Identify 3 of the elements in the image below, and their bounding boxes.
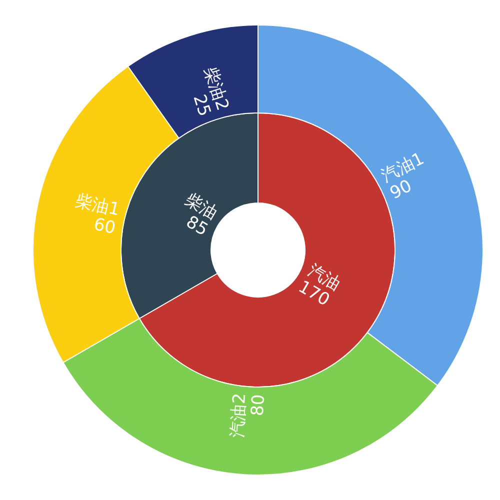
data-label: 60	[92, 214, 118, 239]
data-label: 80	[248, 394, 270, 417]
slice-label: 汽油2	[227, 392, 250, 439]
